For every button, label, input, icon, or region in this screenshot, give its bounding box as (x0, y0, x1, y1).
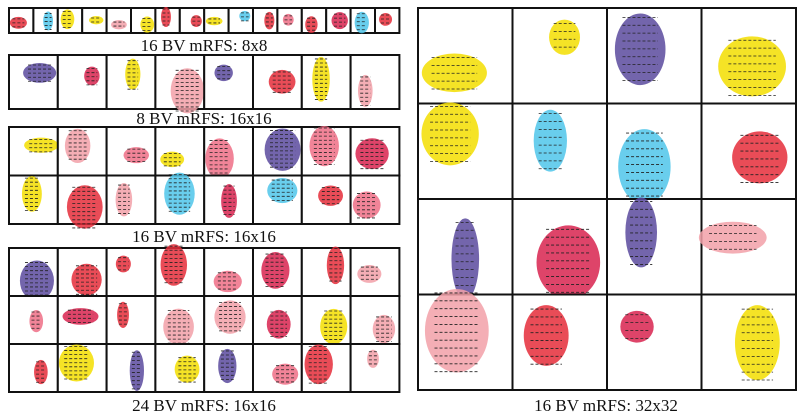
receptive-field (320, 309, 347, 344)
receptive-field (358, 75, 373, 107)
receptive-field (71, 264, 101, 296)
caption: 16 BV mRFS: 32x32 (534, 396, 678, 415)
receptive-field (422, 54, 487, 93)
receptive-field (221, 184, 237, 218)
cell (107, 248, 156, 296)
receptive-field (218, 349, 236, 383)
receptive-field (357, 265, 381, 283)
receptive-field (29, 310, 43, 332)
cell (107, 296, 156, 344)
cell (155, 127, 204, 176)
receptive-field (111, 20, 127, 29)
receptive-field (327, 246, 344, 284)
receptive-field (206, 17, 223, 25)
receptive-field (732, 131, 787, 183)
receptive-field (214, 300, 245, 333)
receptive-field (89, 16, 103, 24)
receptive-field (332, 12, 348, 29)
receptive-field (524, 305, 569, 366)
cell (229, 8, 253, 33)
cell (351, 55, 400, 109)
cell (204, 55, 253, 109)
cell (9, 344, 58, 392)
cell (607, 295, 702, 391)
caption: 16 BV mRFS: 16x16 (132, 227, 276, 246)
caption: 8 BV mRFS: 16x16 (136, 109, 271, 128)
receptive-field (84, 67, 99, 86)
receptive-field (735, 305, 780, 380)
receptive-field (65, 129, 91, 163)
receptive-field (161, 244, 187, 286)
receptive-field (367, 350, 379, 368)
receptive-field (269, 70, 296, 94)
receptive-field (261, 252, 289, 289)
receptive-field (615, 13, 666, 85)
receptive-field (175, 356, 200, 383)
caption: 16 BV mRFS: 8x8 (141, 36, 268, 55)
receptive-field (534, 110, 567, 172)
receptive-field (34, 360, 48, 384)
receptive-field (67, 185, 103, 228)
receptive-field (620, 311, 653, 343)
receptive-field (264, 12, 274, 29)
receptive-field (43, 12, 53, 31)
receptive-field (61, 9, 75, 29)
receptive-field (425, 289, 489, 372)
receptive-field (699, 222, 767, 254)
receptive-field (618, 129, 670, 204)
receptive-field (537, 225, 601, 299)
figure: 16 BV mRFS: 8x8 8 BV mRFS: 16x16 16 BV m… (0, 0, 801, 415)
receptive-field (353, 192, 381, 219)
cell (58, 55, 107, 109)
receptive-field (421, 102, 478, 165)
caption: 24 BV mRFS: 16x16 (132, 396, 276, 415)
receptive-field (549, 20, 580, 55)
receptive-field (239, 11, 250, 21)
receptive-field (116, 183, 133, 216)
receptive-field (267, 178, 297, 203)
